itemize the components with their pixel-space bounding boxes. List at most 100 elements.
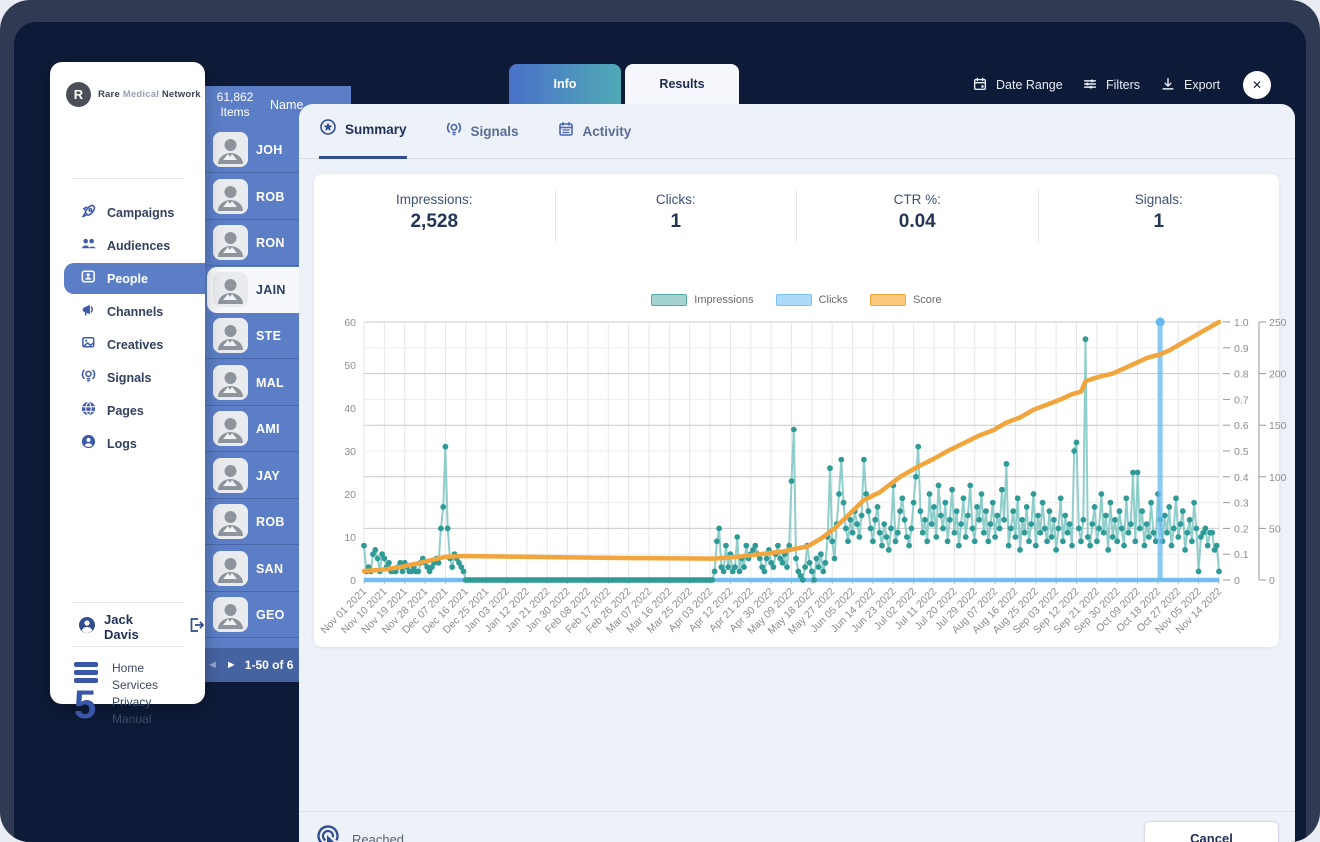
- tab-summary[interactable]: Summary: [319, 104, 407, 159]
- person-name: AMI: [256, 422, 280, 436]
- svg-text:0: 0: [350, 575, 356, 587]
- chart-legend: Impressions Clicks Score: [314, 294, 1279, 306]
- sidebar-item-campaigns[interactable]: Campaigns: [50, 196, 205, 229]
- signal-bulb-icon: [445, 120, 463, 143]
- person-circle-icon: [80, 433, 97, 455]
- legend-swatch: [869, 294, 906, 306]
- person-avatar: [213, 411, 248, 446]
- stats-row: Impressions: 2,528 Clicks: 1 CTR %: 0.04 Signa…: [314, 190, 1279, 242]
- svg-text:30: 30: [344, 446, 356, 458]
- person-name: MAL: [256, 375, 284, 390]
- sidebar-item-signals[interactable]: Signals: [50, 361, 205, 394]
- logout-icon[interactable]: [187, 616, 205, 639]
- sidebar-item-channels[interactable]: Channels: [50, 295, 205, 328]
- pagination-prev-icon[interactable]: ◄: [207, 658, 218, 671]
- brand-logo-icon: R: [66, 82, 91, 107]
- legend-clicks[interactable]: Clicks: [775, 294, 848, 306]
- modal-tab-bar: Summary Signals Activity: [299, 104, 1295, 159]
- svg-text:40: 40: [344, 403, 356, 415]
- sidebar-item-logs[interactable]: Logs: [50, 427, 205, 460]
- megaphone-icon: [80, 301, 97, 323]
- filters-button[interactable]: Filters: [1082, 72, 1140, 98]
- stat-clicks: Clicks: 1: [554, 190, 797, 242]
- svg-text:1.0: 1.0: [1234, 317, 1249, 329]
- calendar-icon: [972, 76, 988, 95]
- svg-text:60: 60: [344, 317, 356, 329]
- svg-text:0.3: 0.3: [1234, 498, 1249, 510]
- modal-tab-label: Activity: [582, 123, 632, 139]
- sidebar-divider: [72, 178, 184, 179]
- sidebar-item-label: Creatives: [107, 337, 164, 352]
- svg-text:200: 200: [1269, 369, 1287, 381]
- svg-text:0.5: 0.5: [1234, 446, 1249, 458]
- person-name: ROB: [256, 515, 285, 529]
- person-name: JOH: [256, 143, 283, 157]
- person-name: STE: [256, 329, 282, 343]
- person-avatar: [213, 457, 248, 493]
- download-icon: [1160, 76, 1176, 95]
- tab-info[interactable]: Info: [509, 64, 621, 104]
- person-avatar: [213, 225, 248, 260]
- modal-footer: Reached Cancel: [299, 811, 1295, 842]
- person-avatar: [213, 364, 248, 400]
- brand-word-3: Network: [161, 89, 201, 100]
- footer-link-privacy[interactable]: Privacy: [112, 695, 152, 709]
- stat-label: Signals:: [1134, 192, 1183, 207]
- sidebar-item-audiences[interactable]: Audiences: [50, 229, 205, 262]
- person-avatar: [213, 318, 248, 353]
- sidebar-item-creatives[interactable]: Creatives: [50, 328, 205, 361]
- list-item[interactable]: AMI: [191, 406, 351, 452]
- svg-text:0.4: 0.4: [1234, 472, 1249, 484]
- footer-link-manual[interactable]: Manual: [112, 712, 152, 726]
- tab-signals[interactable]: Signals: [445, 104, 519, 159]
- svg-text:0.1: 0.1: [1234, 549, 1249, 561]
- svg-text:250: 250: [1269, 317, 1287, 329]
- results-modal: Summary Signals Activity Impressions: 2,528…: [299, 104, 1295, 842]
- sliders-icon: [1082, 76, 1098, 95]
- list-item[interactable]: ROB: [191, 499, 351, 545]
- list-item[interactable]: ROB: [191, 174, 351, 220]
- svg-text:100: 100: [1269, 472, 1287, 484]
- close-icon[interactable]: ✕: [1243, 71, 1271, 99]
- cancel-button[interactable]: Cancel: [1144, 821, 1279, 842]
- user-avatar-icon: [78, 616, 96, 639]
- tab-activity[interactable]: Activity: [557, 104, 632, 159]
- person-name: SAN: [256, 561, 284, 576]
- list-item[interactable]: JOH: [191, 127, 351, 173]
- sidebar-item-pages[interactable]: Pages: [50, 394, 205, 427]
- pagination-next-icon[interactable]: ►: [225, 658, 237, 671]
- legend-score[interactable]: Score: [869, 294, 942, 306]
- list-item[interactable]: RON: [191, 220, 351, 266]
- brand-logo: R Rare Medical Network: [66, 82, 201, 107]
- modal-tab-label: Summary: [345, 122, 407, 137]
- user-row[interactable]: Jack Davis: [50, 612, 205, 642]
- list-item[interactable]: GEO: [191, 592, 351, 638]
- image-icon: [80, 334, 97, 356]
- legend-label: Impressions: [694, 294, 754, 306]
- stat-value: 0.04: [898, 211, 936, 232]
- svg-text:50: 50: [1269, 523, 1281, 535]
- list-item[interactable]: MAL: [191, 360, 351, 406]
- legend-impressions[interactable]: Impressions: [651, 294, 754, 306]
- tab-results[interactable]: Results: [625, 64, 739, 104]
- signal-bulb-icon: [80, 367, 97, 389]
- list-item[interactable]: SAN: [191, 546, 351, 592]
- footer-link-services[interactable]: Services: [112, 678, 159, 692]
- person-avatar: [213, 550, 248, 586]
- date-range-button[interactable]: Date Range: [972, 72, 1063, 98]
- list-item[interactable]: STE: [191, 313, 351, 359]
- sidebar-item-people[interactable]: People: [64, 263, 205, 294]
- brand-name: Rare Medical Network: [98, 89, 201, 100]
- items-count-value: 61,862: [216, 90, 254, 104]
- globe-icon: [80, 400, 97, 422]
- list-item[interactable]: JAY: [191, 453, 351, 499]
- reached-status: Reached: [315, 823, 404, 842]
- person-name: JAY: [256, 468, 281, 483]
- export-button[interactable]: Export: [1160, 72, 1220, 98]
- footer-link-home[interactable]: Home: [112, 661, 145, 675]
- score-series: [361, 319, 1222, 574]
- person-avatar: [213, 132, 248, 167]
- svg-text:0.6: 0.6: [1234, 420, 1249, 432]
